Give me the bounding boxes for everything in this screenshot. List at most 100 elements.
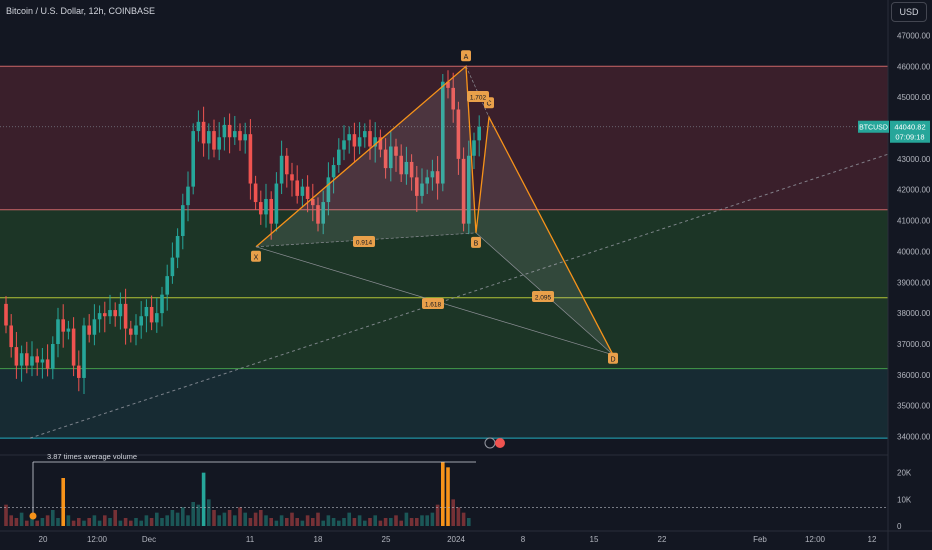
- candle: [248, 134, 253, 184]
- candle: [14, 347, 19, 366]
- volume-bar: [97, 520, 102, 526]
- volume-bar: [326, 515, 331, 526]
- symbol-tag: BTCUSD: [859, 125, 888, 132]
- volume-bar: [290, 512, 294, 526]
- volume-bar: [467, 518, 471, 526]
- price-tick-label: 46000.00: [897, 62, 931, 71]
- volume-bar: [259, 510, 263, 526]
- candle: [56, 319, 60, 344]
- volume-bar: [311, 518, 315, 526]
- volume-annotation-dot: [29, 512, 37, 520]
- pattern-point-x: X: [251, 250, 261, 262]
- volume-bar: [321, 520, 325, 526]
- volume-bar: [456, 507, 461, 526]
- price-tick-label: 39000.00: [897, 278, 931, 287]
- candle: [326, 177, 331, 203]
- candle: [170, 257, 175, 277]
- volume-bar: [285, 518, 289, 526]
- candle: [238, 131, 242, 141]
- candle: [134, 325, 138, 335]
- volume-bar: [253, 512, 258, 526]
- zone-green: [0, 209, 888, 369]
- volume-bar: [331, 518, 336, 526]
- volume-bar: [113, 510, 117, 526]
- ratio-value: 0.914: [356, 240, 373, 247]
- volume-bar: [201, 472, 206, 526]
- volume-bar: [66, 515, 71, 526]
- candle: [363, 131, 367, 138]
- price-tick-label: 42000.00: [897, 186, 931, 195]
- volume-bar: [175, 512, 180, 526]
- time-tick-label: Feb: [753, 535, 767, 544]
- volume-bar: [155, 512, 159, 526]
- volume-bar: [14, 518, 19, 526]
- time-tick-label: Dec: [142, 535, 156, 544]
- candle: [77, 365, 81, 378]
- volume-tick-label: 10K: [897, 495, 912, 504]
- candle: [357, 137, 362, 147]
- candle: [331, 165, 336, 178]
- candle: [316, 205, 320, 224]
- ratio-value: 1.702: [470, 95, 487, 102]
- volume-bar: [35, 520, 39, 526]
- candle: [300, 186, 305, 196]
- candle: [430, 171, 435, 178]
- volume-bar: [222, 512, 227, 526]
- candle: [149, 306, 154, 323]
- candle: [435, 171, 440, 184]
- volume-tick-label: 0: [897, 522, 902, 531]
- candle: [352, 134, 357, 147]
- candle: [222, 124, 227, 138]
- candle: [253, 183, 258, 203]
- candle: [311, 198, 315, 206]
- chart-title: Bitcoin / U.S. Dollar, 12h, COINBASE: [6, 6, 156, 16]
- candle: [477, 126, 481, 141]
- volume-bar: [160, 518, 164, 526]
- candle: [87, 325, 91, 335]
- candle: [82, 325, 86, 378]
- candle: [66, 328, 71, 332]
- volume-bar: [368, 518, 372, 526]
- candle: [97, 313, 102, 320]
- volume-bar: [186, 515, 190, 526]
- candle: [212, 131, 216, 150]
- pattern-point-a: A: [461, 50, 471, 62]
- candle: [399, 155, 403, 175]
- candle: [160, 294, 164, 314]
- volume-bar: [227, 510, 232, 526]
- volume-bar: [305, 515, 310, 526]
- candle: [4, 303, 8, 326]
- candle: [425, 177, 429, 184]
- pattern-point-b: B: [471, 236, 481, 248]
- price-tick-label: 45000.00: [897, 93, 931, 102]
- trend-line: [29, 153, 889, 439]
- candle: [337, 149, 341, 166]
- volume-bar: [347, 512, 351, 526]
- volume-bar: [217, 515, 221, 526]
- volume-bar: [451, 499, 455, 526]
- volume-bar: [269, 518, 273, 526]
- candle: [113, 310, 117, 317]
- volume-bar: [144, 515, 149, 526]
- currency-button[interactable]: USD: [891, 2, 927, 22]
- time-tick-label: 12:00: [87, 535, 108, 544]
- candle: [186, 186, 190, 206]
- volume-bar: [363, 520, 367, 526]
- pattern-point-d: D: [608, 352, 618, 364]
- candle: [321, 202, 325, 224]
- volume-bar: [212, 510, 216, 526]
- volume-bar: [378, 520, 383, 526]
- candle: [201, 121, 206, 144]
- candle: [456, 109, 461, 159]
- candle: [25, 353, 29, 366]
- price-tick-label: 47000.00: [897, 31, 931, 40]
- candle: [103, 313, 107, 317]
- volume-bar: [279, 515, 284, 526]
- pattern-point-label: C: [486, 101, 491, 108]
- volume-bar: [404, 512, 409, 526]
- candle: [118, 303, 123, 317]
- volume-bar: [134, 518, 138, 526]
